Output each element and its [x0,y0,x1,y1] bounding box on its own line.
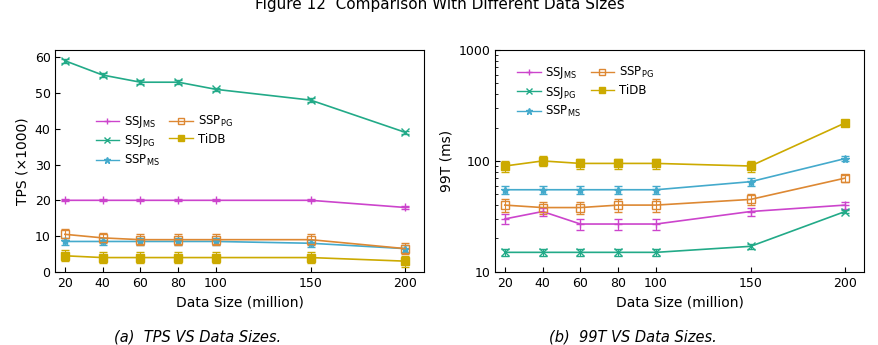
Legend: SSJ$_{\rm MS}$, SSJ$_{\rm PG}$, SSP$_{\rm MS}$, SSP$_{\rm PG}$, TiDB: SSJ$_{\rm MS}$, SSJ$_{\rm PG}$, SSP$_{\r… [512,60,658,124]
Y-axis label: 99T (ms): 99T (ms) [439,130,452,192]
X-axis label: Data Size (million): Data Size (million) [176,295,303,309]
Text: (b)  99T VS Data Sizes.: (b) 99T VS Data Sizes. [549,329,716,345]
Y-axis label: TPS (×1000): TPS (×1000) [15,117,29,205]
X-axis label: Data Size (million): Data Size (million) [615,295,743,309]
Legend: SSJ$_{\rm MS}$, SSJ$_{\rm PG}$, SSP$_{\rm MS}$, SSP$_{\rm PG}$, TiDB: SSJ$_{\rm MS}$, SSJ$_{\rm PG}$, SSP$_{\r… [90,109,237,173]
Text: Figure 12  Comparison With Different Data Sizes: Figure 12 Comparison With Different Data… [255,0,623,11]
Text: (a)  TPS VS Data Sizes.: (a) TPS VS Data Sizes. [114,329,281,345]
